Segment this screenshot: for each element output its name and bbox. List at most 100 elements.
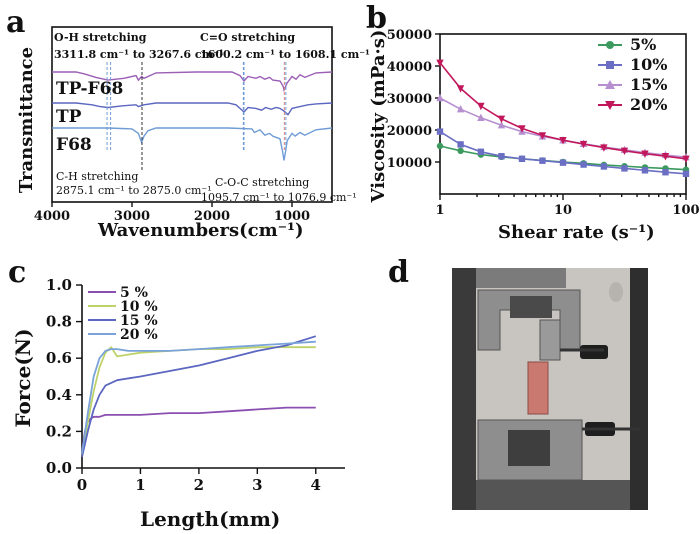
- b-xtick-label-1: 10: [554, 203, 572, 218]
- panel-d-label: d: [388, 255, 409, 290]
- b-point-2-3: [497, 121, 506, 129]
- c-ytick-label-0: 0.0: [46, 459, 72, 477]
- b-point-3-8: [600, 144, 608, 152]
- panel-c-ticks: 0 1 2 3 4 0.0 0.2 0.4 0.6 0.8 1.0: [46, 276, 321, 494]
- series-label-f68: F68: [56, 135, 92, 155]
- b-legend-marker-2: [605, 80, 615, 89]
- ch-annotation-title: C-H stretching: [56, 170, 138, 183]
- panel-a-x-ticks: 4000 3000 2000 1000: [34, 202, 310, 224]
- b-legend-label-3: 20%: [630, 95, 667, 114]
- a-xtick-label-2: 2000: [194, 209, 230, 224]
- panel-b-x-label: Shear rate (s⁻¹): [498, 222, 655, 243]
- b-point-1-5: [539, 157, 546, 164]
- b-point-3-11: [661, 153, 670, 161]
- b-point-3-5: [538, 132, 547, 140]
- panel-c-y-label: Force(N): [11, 328, 35, 427]
- b-point-3-1: [456, 85, 465, 93]
- series-label-tp: TP: [56, 107, 82, 127]
- b-point-3-10: [641, 150, 649, 158]
- panel-c-label: c: [8, 255, 26, 290]
- b-xtick-label-0: 1: [435, 203, 444, 218]
- a-xtick-label-3: 1000: [274, 209, 310, 224]
- panel-b-legend: 5%10%15%20%: [598, 35, 667, 114]
- b-point-3-12: [682, 155, 690, 163]
- panel-d-photo: d: [388, 255, 648, 510]
- c-line-0: [81, 406, 316, 452]
- c-legend-label-0: 5 %: [120, 285, 148, 301]
- panel-a-y-label: Transmittance: [16, 47, 37, 193]
- co-annotation-title: C=O stretching: [200, 31, 295, 44]
- b-legend-label-0: 5%: [630, 35, 656, 54]
- b-legend-marker-1: [606, 61, 614, 69]
- b-point-2-1: [456, 105, 465, 113]
- b-point-1-4: [518, 155, 526, 162]
- b-legend-label-2: 15%: [630, 75, 667, 94]
- panel-c-legend: 5 %10 %15 %20 %: [88, 285, 158, 343]
- co-annotation-range: 1600.2 cm⁻¹ to 1608.1 cm⁻¹: [200, 48, 370, 61]
- b-legend-marker-0: [606, 41, 614, 49]
- a-xtick-label-1: 3000: [114, 209, 150, 224]
- panel-c-series: [81, 335, 317, 458]
- b-point-1-8: [600, 163, 608, 170]
- c-xtick-label-3: 3: [252, 476, 262, 494]
- b-legend-label-1: 10%: [630, 55, 667, 74]
- upper-knob: [580, 345, 608, 359]
- coc-annotation-range: 1095.7 cm⁻¹ to 1076.9 cm⁻¹: [201, 191, 357, 204]
- b-point-3-4: [518, 125, 526, 133]
- upper-clamp: [539, 319, 561, 361]
- b-point-0-0: [436, 142, 444, 150]
- c-ytick-label-4: 0.8: [46, 313, 72, 331]
- b-point-1-2: [477, 148, 485, 155]
- b-ytick-label-4: 50000: [387, 28, 432, 43]
- panel-b-y-label: Viscosity (mPa·s): [368, 30, 389, 204]
- a-spectrum-tp-f68: [52, 71, 333, 93]
- panel-c-force: c 0 1 2 3 4 0.0 0.2 0.4 0.6 0.8 1.0 5 %10 %15 %20 …: [8, 255, 345, 531]
- b-point-1-9: [621, 165, 628, 172]
- b-ytick-label-0: 10000: [387, 156, 432, 171]
- b-point-1-1: [457, 141, 464, 148]
- c-xtick-label-2: 2: [194, 476, 204, 494]
- panel-a-x-label: Wavenumbers(cm⁻¹): [97, 220, 304, 241]
- c-line-2: [81, 335, 317, 458]
- c-line-1: [81, 346, 316, 456]
- b-point-1-11: [662, 169, 669, 176]
- lower-grip-window: [508, 430, 550, 466]
- panel-b-label: b: [366, 1, 387, 36]
- c-line-3: [81, 340, 316, 454]
- b-point-3-3: [497, 115, 506, 123]
- b-ytick-label-1: 20000: [387, 124, 432, 139]
- b-point-1-10: [641, 167, 649, 174]
- c-ytick-label-1: 0.2: [46, 422, 72, 440]
- b-ytick-label-3: 40000: [387, 60, 432, 75]
- c-legend-label-2: 15 %: [120, 313, 158, 329]
- coc-annotation-title: C-O-C stretching: [215, 176, 309, 189]
- ch-annotation-range: 2875.1 cm⁻¹ to 2875.0 cm⁻¹: [56, 184, 212, 197]
- c-xtick-label-0: 0: [77, 476, 87, 494]
- c-xtick-label-4: 4: [311, 476, 321, 494]
- b-point-1-12: [682, 170, 690, 178]
- b-legend-marker-3: [605, 101, 615, 110]
- b-point-3-9: [620, 147, 629, 155]
- c-xtick-label-1: 1: [135, 476, 145, 494]
- panel-b-series: [436, 59, 690, 178]
- b-ytick-label-2: 30000: [387, 92, 432, 107]
- c-ytick-label-3: 0.6: [46, 349, 72, 367]
- hydrogel-sample: [527, 361, 549, 415]
- b-xtick-label-2: 100: [672, 203, 699, 218]
- photo-right-column: [630, 268, 648, 510]
- a-spectrum-tp: [52, 102, 333, 116]
- photo-top-bar: [476, 268, 566, 288]
- oh-annotation-range: 3311.8 cm⁻¹ to 3267.6 cm⁻¹: [54, 48, 224, 61]
- c-ytick-label-2: 0.4: [46, 386, 72, 404]
- b-point-1-3: [498, 153, 505, 160]
- c-legend-label-3: 20 %: [120, 327, 158, 343]
- panel-c-x-label: Length(mm): [140, 507, 280, 531]
- photo-left-column: [452, 268, 476, 510]
- panel-a-frame: [51, 26, 333, 203]
- b-point-1-7: [580, 161, 587, 168]
- panel-a-label: a: [6, 5, 25, 40]
- wall-mark: [609, 282, 623, 302]
- photo-base: [476, 480, 630, 510]
- panel-a-marker-lines: [106, 62, 287, 172]
- a-spectrum-f68: [52, 127, 333, 161]
